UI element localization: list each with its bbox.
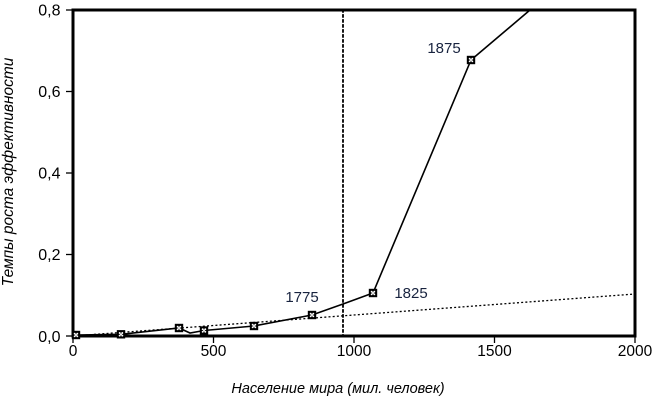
svg-text:Население мира (мил. человек): Население мира (мил. человек) bbox=[231, 381, 444, 397]
svg-text:0,6: 0,6 bbox=[38, 84, 60, 101]
svg-text:0,2: 0,2 bbox=[38, 247, 60, 264]
svg-text:1775: 1775 bbox=[285, 289, 318, 306]
svg-text:1500: 1500 bbox=[477, 343, 512, 360]
svg-text:1000: 1000 bbox=[337, 343, 372, 360]
svg-text:2000: 2000 bbox=[618, 343, 653, 360]
svg-text:0: 0 bbox=[69, 343, 78, 360]
svg-text:1825: 1825 bbox=[394, 285, 427, 302]
svg-text:0,8: 0,8 bbox=[38, 3, 60, 20]
svg-text:Темпы роста эффективности: Темпы роста эффективности bbox=[0, 57, 17, 286]
svg-text:0,4: 0,4 bbox=[38, 166, 60, 183]
svg-text:1875: 1875 bbox=[427, 40, 460, 57]
svg-text:0,0: 0,0 bbox=[38, 329, 60, 346]
svg-text:500: 500 bbox=[201, 343, 227, 360]
